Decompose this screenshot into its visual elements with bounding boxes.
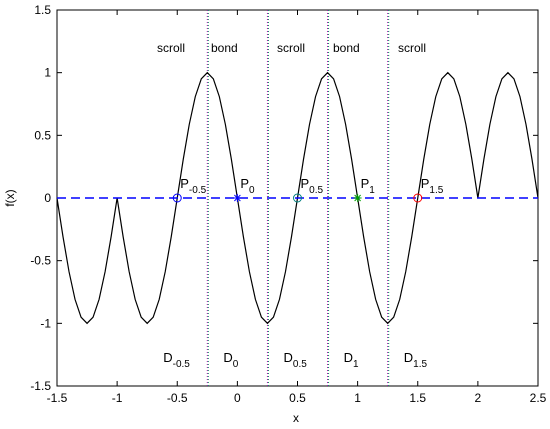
point-marker <box>172 193 182 203</box>
region-label: scroll <box>157 41 185 55</box>
y-tick-label: 0 <box>44 191 51 205</box>
point-label-main: P <box>180 176 189 191</box>
y-tick-label: -0.5 <box>30 254 51 268</box>
x-tick-label: -1 <box>112 391 123 405</box>
point-label-sub: 0 <box>249 185 255 196</box>
x-tick-label: 2.5 <box>530 391 547 405</box>
x-tick-label: 1 <box>354 391 361 405</box>
point-label: P0.5 <box>301 176 324 196</box>
point-label: P-0.5 <box>180 176 206 196</box>
y-tick-label: -1.5 <box>30 379 51 393</box>
domain-label-main: D <box>404 350 413 365</box>
point-label-main: P <box>421 176 430 191</box>
point-label: P1 <box>361 176 376 196</box>
star-stroke <box>354 194 361 202</box>
star-stroke <box>234 194 241 202</box>
point-label-sub: 1 <box>369 185 375 196</box>
point-marker <box>293 193 302 203</box>
x-tick-label: 0 <box>234 391 241 405</box>
domain-label-sub: 1.5 <box>413 359 427 370</box>
domain-label: D1 <box>344 350 359 370</box>
y-tick-label: 1 <box>44 66 51 80</box>
region-label: scroll <box>398 41 426 55</box>
x-tick-label: -1.5 <box>47 391 68 405</box>
domain-label-sub: 0 <box>233 359 239 370</box>
domain-label-sub: 1 <box>353 359 359 370</box>
point-marker <box>353 194 362 202</box>
y-tick-label: 1.5 <box>34 3 51 17</box>
point-label: P1.5 <box>421 176 444 196</box>
point-marker <box>233 194 242 202</box>
domain-label-sub: -0.5 <box>173 359 191 370</box>
x-tick-label: 0.5 <box>289 391 306 405</box>
y-tick-label: 0.5 <box>34 128 51 142</box>
x-tick-label: 1.5 <box>409 391 426 405</box>
point-label: P0 <box>240 176 255 196</box>
domain-label-main: D <box>223 350 232 365</box>
point-label-main: P <box>240 176 249 191</box>
domain-label: D-0.5 <box>163 350 190 370</box>
x-axis-label: x <box>293 411 299 425</box>
x-tick-label: -0.5 <box>167 391 188 405</box>
x-tick-label: 2 <box>475 391 482 405</box>
domain-label-main: D <box>284 350 293 365</box>
y-tick-label: -1 <box>40 316 51 330</box>
point-label-sub: -0.5 <box>189 185 207 196</box>
point-marker <box>413 193 423 203</box>
y-axis-label: f(x) <box>3 189 17 206</box>
domain-label: D0.5 <box>284 350 308 370</box>
domain-label: D1.5 <box>404 350 428 370</box>
region-label: bond <box>211 41 238 55</box>
point-label-sub: 1.5 <box>429 185 443 196</box>
domain-label: D0 <box>223 350 238 370</box>
point-label-main: P <box>361 176 370 191</box>
domain-label-main: D <box>163 350 172 365</box>
domain-label-main: D <box>344 350 353 365</box>
domain-label-sub: 0.5 <box>293 359 307 370</box>
point-label-sub: 0.5 <box>309 185 323 196</box>
region-label: bond <box>333 41 360 55</box>
region-label: scroll <box>277 41 305 55</box>
point-label-main: P <box>301 176 310 191</box>
